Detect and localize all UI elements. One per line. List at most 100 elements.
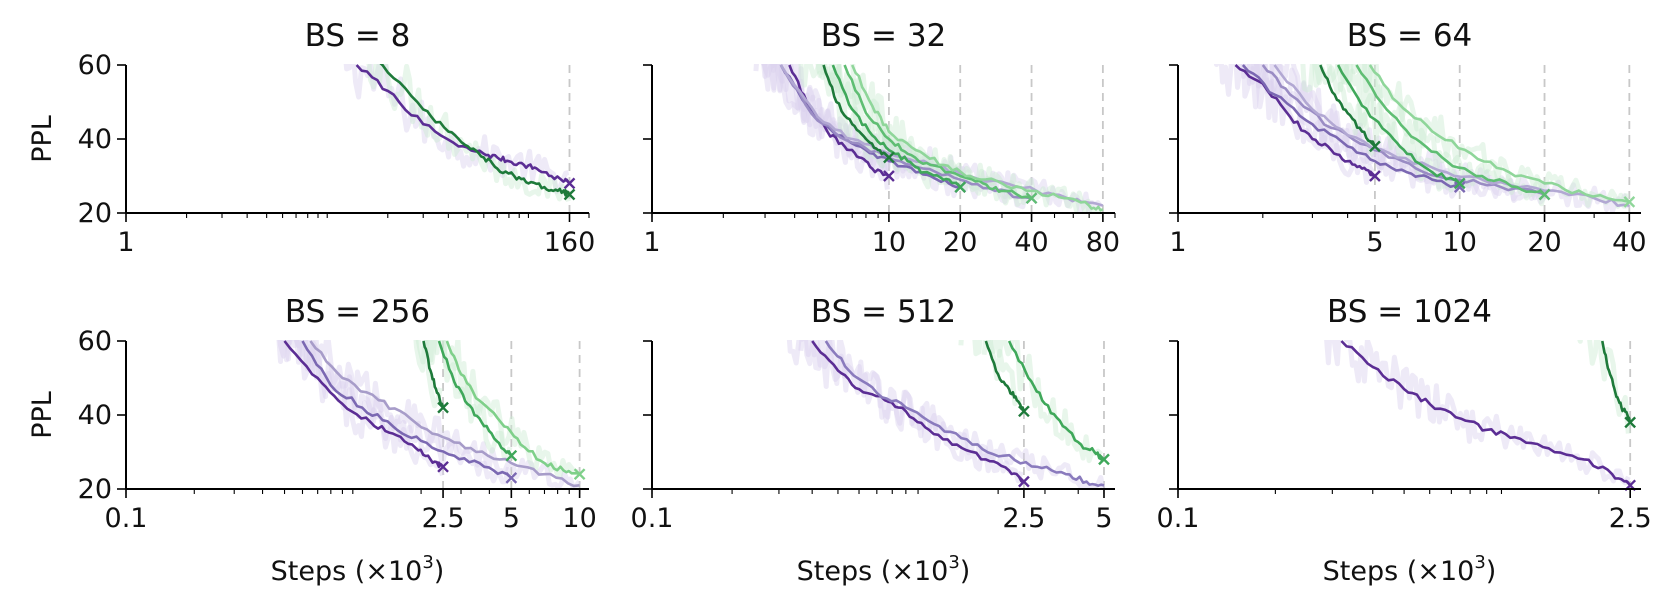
y-tick-label: 20	[78, 198, 112, 229]
series-line-green-2.5	[984, 340, 1026, 412]
end-marker-green-5	[505, 449, 518, 462]
x-tick-label: 5	[1095, 503, 1112, 534]
x-axis-label: Steps (×103)	[797, 552, 971, 587]
series-line-purple-10	[309, 340, 580, 488]
end-marker-green-5	[1369, 140, 1381, 153]
series-line-purple-5	[301, 340, 513, 479]
y-axis-label: PPL	[27, 391, 58, 439]
x-tick-label: 2.5	[1002, 503, 1045, 534]
y-tick-label: 60	[78, 50, 112, 81]
plot-area	[753, 64, 1104, 213]
noise-trace	[343, 64, 570, 195]
y-tick-label: 20	[78, 474, 112, 505]
noise-trace	[415, 340, 513, 461]
x-tick-label: 1	[1169, 227, 1186, 258]
x-tick-label: 20	[943, 227, 977, 258]
panel-5: BS = 512 0.1 2.5 5 Steps (×103)	[631, 294, 1115, 587]
end-marker-green-40	[1623, 196, 1636, 208]
series-line-green-5	[1007, 340, 1105, 462]
x-tick-label: 80	[1086, 227, 1120, 258]
panel-title: BS = 1024	[1327, 294, 1492, 330]
series-line-purple	[355, 64, 571, 185]
series-line-green-40	[843, 64, 1032, 200]
noise-trace	[1324, 340, 1631, 486]
panel-2: BS = 32 1 10 20 40 80	[643, 18, 1120, 258]
end-marker-purple-2.5	[1018, 475, 1030, 488]
y-tick-label: 60	[78, 326, 112, 357]
x-tick-label: 10	[562, 503, 596, 534]
series-line-purple-2.5	[283, 340, 445, 469]
end-marker-green	[563, 188, 576, 201]
noise-trace	[413, 340, 443, 409]
panel-4: BS = 256 20 40 60 0.1 2.5 5 10 PPL Steps (×103)	[27, 294, 597, 587]
panel-title: BS = 64	[1347, 18, 1473, 54]
end-marker-green-2.5	[1018, 405, 1030, 418]
end-marker-purple-10	[1453, 181, 1466, 193]
x-axis-label: Steps (×103)	[271, 552, 445, 587]
noise-trace	[1336, 64, 1547, 207]
series-line-purple-2.5	[811, 340, 1025, 483]
panel-1: BS = 8 20 40 60 1 160 PPL	[27, 18, 596, 258]
plot-area	[343, 64, 571, 202]
end-marker-green-2.5	[1624, 416, 1637, 429]
y-axis-label: PPL	[27, 115, 58, 163]
noise-trace	[798, 340, 1106, 489]
x-tick-label: 1	[643, 227, 660, 258]
y-tick-label: 40	[78, 124, 112, 155]
end-marker-green-10	[883, 151, 895, 164]
noise-trace	[1300, 64, 1375, 157]
end-marker-purple-5	[505, 472, 518, 484]
x-tick-label: 5	[503, 503, 520, 534]
series-line-purple-2.5	[1340, 340, 1632, 487]
x-tick-label: 0.1	[105, 503, 148, 534]
panel-title: BS = 512	[811, 294, 956, 330]
x-tick-label: 10	[872, 227, 906, 258]
end-marker-green-10	[573, 468, 586, 481]
end-marker-green-20	[954, 181, 967, 193]
x-tick-label: 40	[1014, 227, 1048, 258]
noise-trace	[277, 340, 445, 477]
noise-trace	[815, 64, 960, 190]
series-line-green-2.5	[422, 340, 445, 408]
series-line-purple-40	[1273, 64, 1630, 207]
x-tick-label: 160	[544, 227, 596, 258]
series-line-green-10	[822, 64, 890, 159]
panel-title: BS = 256	[285, 294, 430, 330]
series-line-green	[379, 64, 571, 197]
series-line-green-5	[1319, 64, 1377, 147]
end-marker-green-2.5	[437, 401, 449, 414]
series-line-green-80	[851, 64, 1104, 212]
series-line-green-20	[831, 64, 962, 188]
end-marker-green-40	[1025, 192, 1038, 205]
x-tick-label: 40	[1612, 227, 1646, 258]
x-tick-label: 2.5	[1609, 503, 1652, 534]
end-marker-purple-2.5	[437, 460, 449, 473]
series-line-green-40	[1368, 64, 1630, 204]
noise-trace	[786, 340, 1024, 484]
series-line-green-5	[437, 340, 513, 457]
x-axis-label: Steps (×103)	[1323, 552, 1497, 587]
panel-title: BS = 32	[821, 18, 947, 54]
noise-trace	[285, 340, 582, 489]
noise-trace	[1577, 340, 1631, 434]
plot-area	[786, 340, 1106, 489]
end-marker-purple-10	[883, 170, 895, 182]
x-tick-label: 0.1	[1157, 503, 1200, 534]
panel-title: BS = 8	[305, 18, 411, 54]
series-line-green-10	[445, 340, 581, 476]
end-marker-purple	[563, 177, 576, 190]
panel-6: BS = 1024 0.1 2.5 Steps (×103)	[1157, 294, 1652, 587]
noise-trace	[366, 64, 571, 202]
series-line-green-20	[1355, 64, 1546, 196]
plot-area	[276, 340, 582, 489]
y-tick-label: 40	[78, 400, 112, 431]
series-line-purple-5	[824, 340, 1105, 487]
end-marker-green-20	[1538, 188, 1551, 201]
x-tick-label: 1	[117, 227, 134, 258]
x-tick-label: 10	[1443, 227, 1477, 258]
end-marker-green-5	[1098, 453, 1110, 466]
x-tick-label: 5	[1366, 227, 1383, 258]
plot-area	[1213, 64, 1630, 213]
plot-area	[1324, 340, 1632, 487]
